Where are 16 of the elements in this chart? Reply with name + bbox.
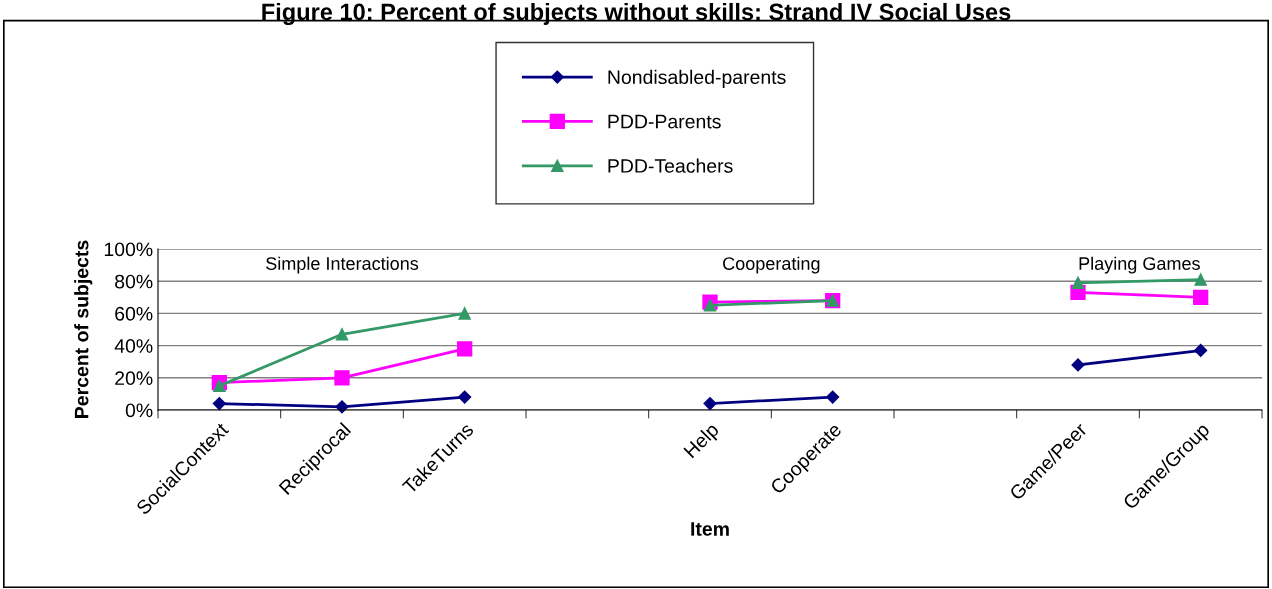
y-tick-label: 100% xyxy=(104,242,153,257)
chart-title: Figure 10: Percent of subjects without skills: Strand IV Social Uses xyxy=(262,2,1011,26)
legend-label: PDD-Parents xyxy=(608,114,721,129)
y-tick-label: 60% xyxy=(115,306,153,321)
y-tick-label: 80% xyxy=(115,274,153,289)
x-tick-label: Help xyxy=(682,421,723,462)
annotation: Cooperating xyxy=(723,256,820,274)
annotation: Simple Interactions xyxy=(266,256,419,274)
y-tick-label: 0% xyxy=(125,403,153,418)
legend-label: Nondisabled-parents xyxy=(608,69,786,88)
annotation: Playing Games xyxy=(1079,256,1200,274)
legend-label: PDD-Teachers xyxy=(608,158,733,173)
y-axis-title: Percent of subjects xyxy=(74,240,93,418)
y-tick-label: 20% xyxy=(115,371,153,386)
y-tick-label: 40% xyxy=(114,339,153,353)
x-axis-title: Item xyxy=(691,522,729,536)
